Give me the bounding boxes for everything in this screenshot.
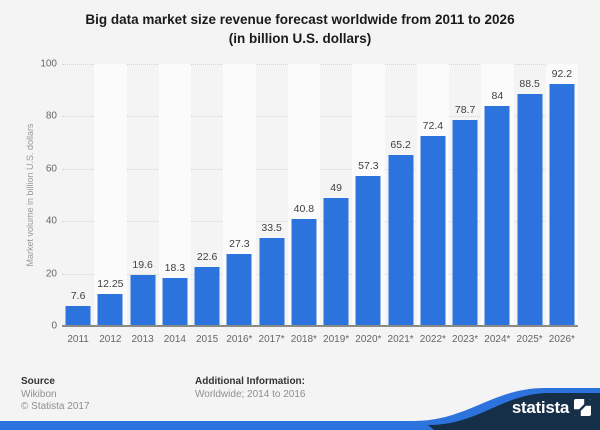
x-tick-label-2015: 2015	[196, 334, 219, 345]
column-2013: 19.6 2013	[127, 64, 159, 345]
chart-title: Big data market size revenue forecast wo…	[0, 10, 600, 48]
bar-2015[interactable]	[194, 267, 220, 326]
column-2022: 72.4 2022*	[416, 64, 449, 345]
gridline-80	[62, 116, 578, 118]
column-2021: 65.2 2021*	[385, 64, 417, 345]
column-2019: 49 2019*	[320, 64, 352, 345]
x-tick-label-2016: 2016*	[226, 334, 253, 345]
column-2023: 78.7 2023*	[449, 64, 481, 345]
x-tick-label-2025: 2025*	[516, 334, 543, 345]
bottom-wave-decoration	[0, 388, 600, 430]
footer-copyright: © Statista 2017	[21, 401, 90, 412]
x-tick-label-2018: 2018*	[290, 334, 317, 345]
x-tick-label-2021: 2021*	[387, 334, 414, 345]
statista-logo-text: statista	[511, 398, 569, 417]
bar-2022[interactable]	[420, 136, 446, 326]
wave-navy-shape	[428, 393, 600, 430]
chart-title-line2: (in billion U.S. dollars)	[228, 31, 372, 46]
bar-2016[interactable]	[226, 254, 252, 326]
footer-source-name: Wikibon	[21, 388, 57, 400]
column-2017: 33.5 2017*	[256, 64, 288, 345]
statista-logo-icon-band	[574, 399, 591, 416]
column-2011: 7.6 2011	[62, 64, 94, 345]
x-tick-label-2019: 2019*	[323, 334, 350, 345]
column-2014: 18.3 2014	[158, 64, 191, 345]
y-tick-label-0: 0	[51, 320, 57, 332]
x-tick-label-2022: 2022*	[419, 334, 446, 345]
plot-area: 7.6 2011 12.25 2012 19.6 2013 18.3 2014 22.6 2015…	[62, 64, 578, 345]
gridline-40	[62, 221, 578, 223]
statista-logo-icon	[574, 399, 591, 416]
bar-2021[interactable]	[388, 155, 414, 326]
x-tick-label-2020: 2020*	[355, 334, 382, 345]
chart-title-line1: Big data market size revenue forecast wo…	[85, 12, 515, 27]
bar-2025[interactable]	[517, 94, 543, 326]
bar-2012[interactable]	[97, 294, 123, 326]
bar-2013[interactable]	[130, 275, 156, 326]
y-axis-title: Market volume in billion U.S. dollars	[25, 123, 35, 267]
x-tick-label-2023: 2023*	[452, 334, 479, 345]
column-2025: 88.5 2025*	[514, 64, 546, 345]
footer-additional-label: Additional Information:	[195, 376, 305, 387]
footer-additional-block: Additional Information: Worldwide; 2014 …	[195, 376, 305, 401]
x-axis-line	[62, 325, 578, 327]
column-2018: 40.8 2018*	[287, 64, 320, 345]
column-2024: 84 2024*	[481, 64, 514, 345]
y-tick-label-40: 40	[45, 215, 57, 227]
bar-2011[interactable]	[65, 306, 91, 326]
x-tick-label-2024: 2024*	[484, 334, 511, 345]
column-2026: 92.2 2026*	[545, 64, 578, 345]
footer-source-label: Source	[21, 376, 55, 387]
y-tick-label-80: 80	[45, 110, 57, 122]
wave-blue-stripe	[0, 388, 600, 430]
column-2015: 22.6 2015	[191, 64, 223, 345]
x-tick-label-2013: 2013	[131, 334, 154, 345]
column-2020: 57.3 2020*	[352, 64, 385, 345]
gridline-20	[62, 273, 578, 275]
x-tick-label-2026: 2026*	[548, 334, 575, 345]
column-2016: 27.3 2016*	[223, 64, 256, 345]
y-tick-label-20: 20	[45, 268, 57, 280]
bar-2020[interactable]	[355, 176, 381, 326]
footer-additional-value: Worldwide; 2014 to 2016	[195, 388, 306, 400]
bar-2026[interactable]	[549, 84, 575, 326]
y-tick-label-60: 60	[45, 163, 57, 175]
statista-logo: statista	[512, 399, 591, 416]
gridline-60	[62, 168, 578, 170]
bar-2018[interactable]	[291, 219, 317, 326]
bar-2014[interactable]	[162, 278, 188, 326]
y-tick-label-100: 100	[40, 58, 57, 70]
bar-2019[interactable]	[323, 198, 349, 326]
x-tick-label-2011: 2011	[67, 334, 89, 345]
footer-source-block: Source Wikibon © Statista 2017	[21, 376, 90, 414]
bar-2024[interactable]	[484, 106, 510, 326]
x-tick-label-2014: 2014	[163, 334, 186, 345]
gridline-100	[62, 64, 578, 65]
bar-2017[interactable]	[259, 238, 285, 326]
x-tick-label-2012: 2012	[99, 334, 122, 345]
bar-2023[interactable]	[452, 120, 478, 326]
column-2012: 12.25 2012	[94, 64, 127, 345]
x-tick-label-2017: 2017*	[258, 334, 285, 345]
